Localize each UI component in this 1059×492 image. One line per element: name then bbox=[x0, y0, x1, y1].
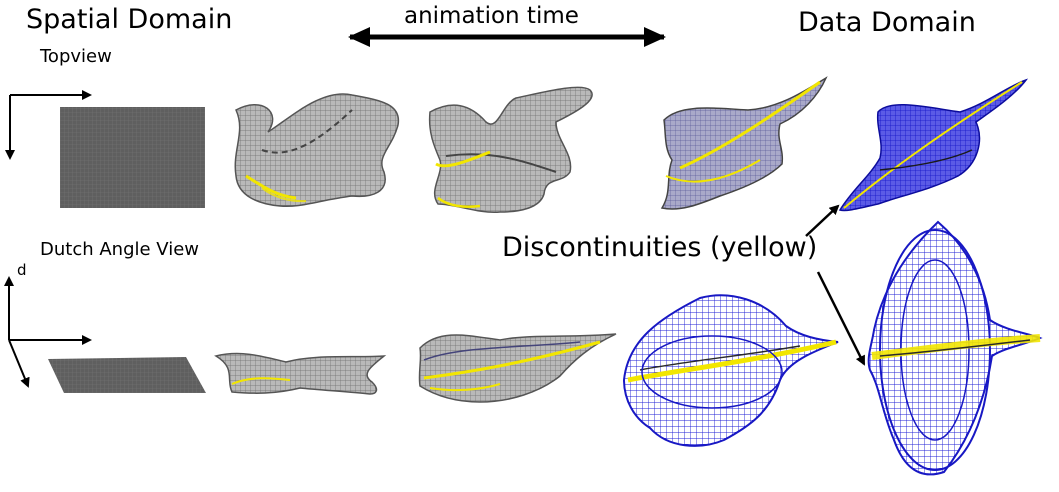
mesh-topview-t3 bbox=[660, 76, 828, 210]
data-domain-title: Data Domain bbox=[798, 7, 976, 38]
dutch-angle-axes bbox=[3, 276, 92, 388]
mesh-dutch-t2 bbox=[418, 333, 617, 403]
spatial-grid-topview bbox=[60, 107, 205, 208]
discontinuity-arrow-up bbox=[805, 204, 840, 237]
axis-d-label: d bbox=[17, 261, 27, 279]
discontinuities-label: Discontinuities (yellow) bbox=[502, 232, 818, 263]
spatial-domain-title: Spatial Domain bbox=[26, 4, 233, 35]
mesh-topview-t1 bbox=[234, 93, 400, 208]
dutch-angle-view-label: Dutch Angle View bbox=[40, 239, 200, 260]
mesh-dutch-t4 bbox=[867, 220, 1043, 476]
mesh-topview-t2 bbox=[428, 86, 593, 214]
mesh-topview-t4 bbox=[838, 78, 1029, 212]
mesh-dutch-t1 bbox=[214, 352, 387, 395]
topview-axes bbox=[5, 90, 92, 160]
mesh-dutch-t3 bbox=[622, 294, 839, 447]
spatial-grid-dutch bbox=[48, 357, 206, 393]
animation-time-label: animation time bbox=[404, 3, 579, 29]
discontinuity-arrow-down bbox=[816, 271, 866, 366]
topview-label: Topview bbox=[40, 46, 112, 67]
